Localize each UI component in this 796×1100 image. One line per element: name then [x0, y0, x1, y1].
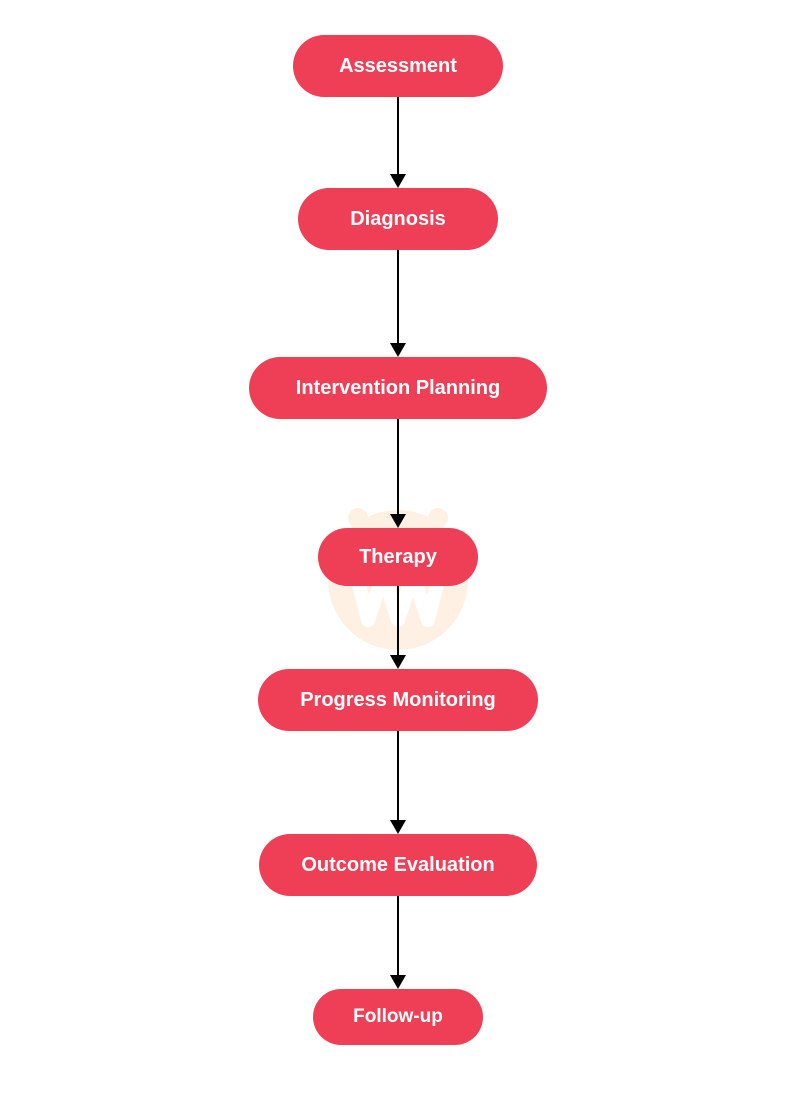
node-diagnosis: Diagnosis: [298, 188, 498, 250]
arrow-head-icon: [390, 655, 406, 669]
node-intervention-planning: Intervention Planning: [249, 357, 547, 419]
node-outcome-evaluation: Outcome Evaluation: [259, 834, 537, 896]
arrow-head-icon: [390, 975, 406, 989]
node-label: Therapy: [359, 546, 437, 569]
node-assessment: Assessment: [293, 35, 503, 97]
arrow-line: [397, 250, 399, 344]
arrow-line: [397, 586, 399, 656]
arrow-line: [397, 731, 399, 821]
arrow-diagnosis-to-intervention-planning: [390, 250, 406, 357]
node-progress-monitoring: Progress Monitoring: [258, 669, 538, 731]
node-label: Intervention Planning: [296, 377, 500, 400]
arrow-line: [397, 419, 399, 515]
node-label: Progress Monitoring: [300, 689, 496, 712]
flowchart-container: Assessment Diagnosis Intervention Planning…: [0, 0, 796, 1100]
node-label: Diagnosis: [350, 208, 446, 231]
arrow-progress-monitoring-to-outcome-evaluation: [390, 731, 406, 834]
node-follow-up: Follow-up: [313, 989, 483, 1045]
node-label: Follow-up: [353, 1006, 443, 1028]
arrow-intervention-planning-to-therapy: [390, 419, 406, 528]
node-label: Outcome Evaluation: [301, 854, 494, 877]
arrow-line: [397, 896, 399, 976]
arrow-head-icon: [390, 514, 406, 528]
arrow-head-icon: [390, 343, 406, 357]
node-label: Assessment: [339, 55, 457, 78]
arrow-line: [397, 97, 399, 175]
arrow-outcome-evaluation-to-follow-up: [390, 896, 406, 989]
node-therapy: Therapy: [318, 528, 478, 586]
arrow-head-icon: [390, 820, 406, 834]
arrow-therapy-to-progress-monitoring: [390, 586, 406, 669]
arrow-assessment-to-diagnosis: [390, 97, 406, 188]
arrow-head-icon: [390, 174, 406, 188]
